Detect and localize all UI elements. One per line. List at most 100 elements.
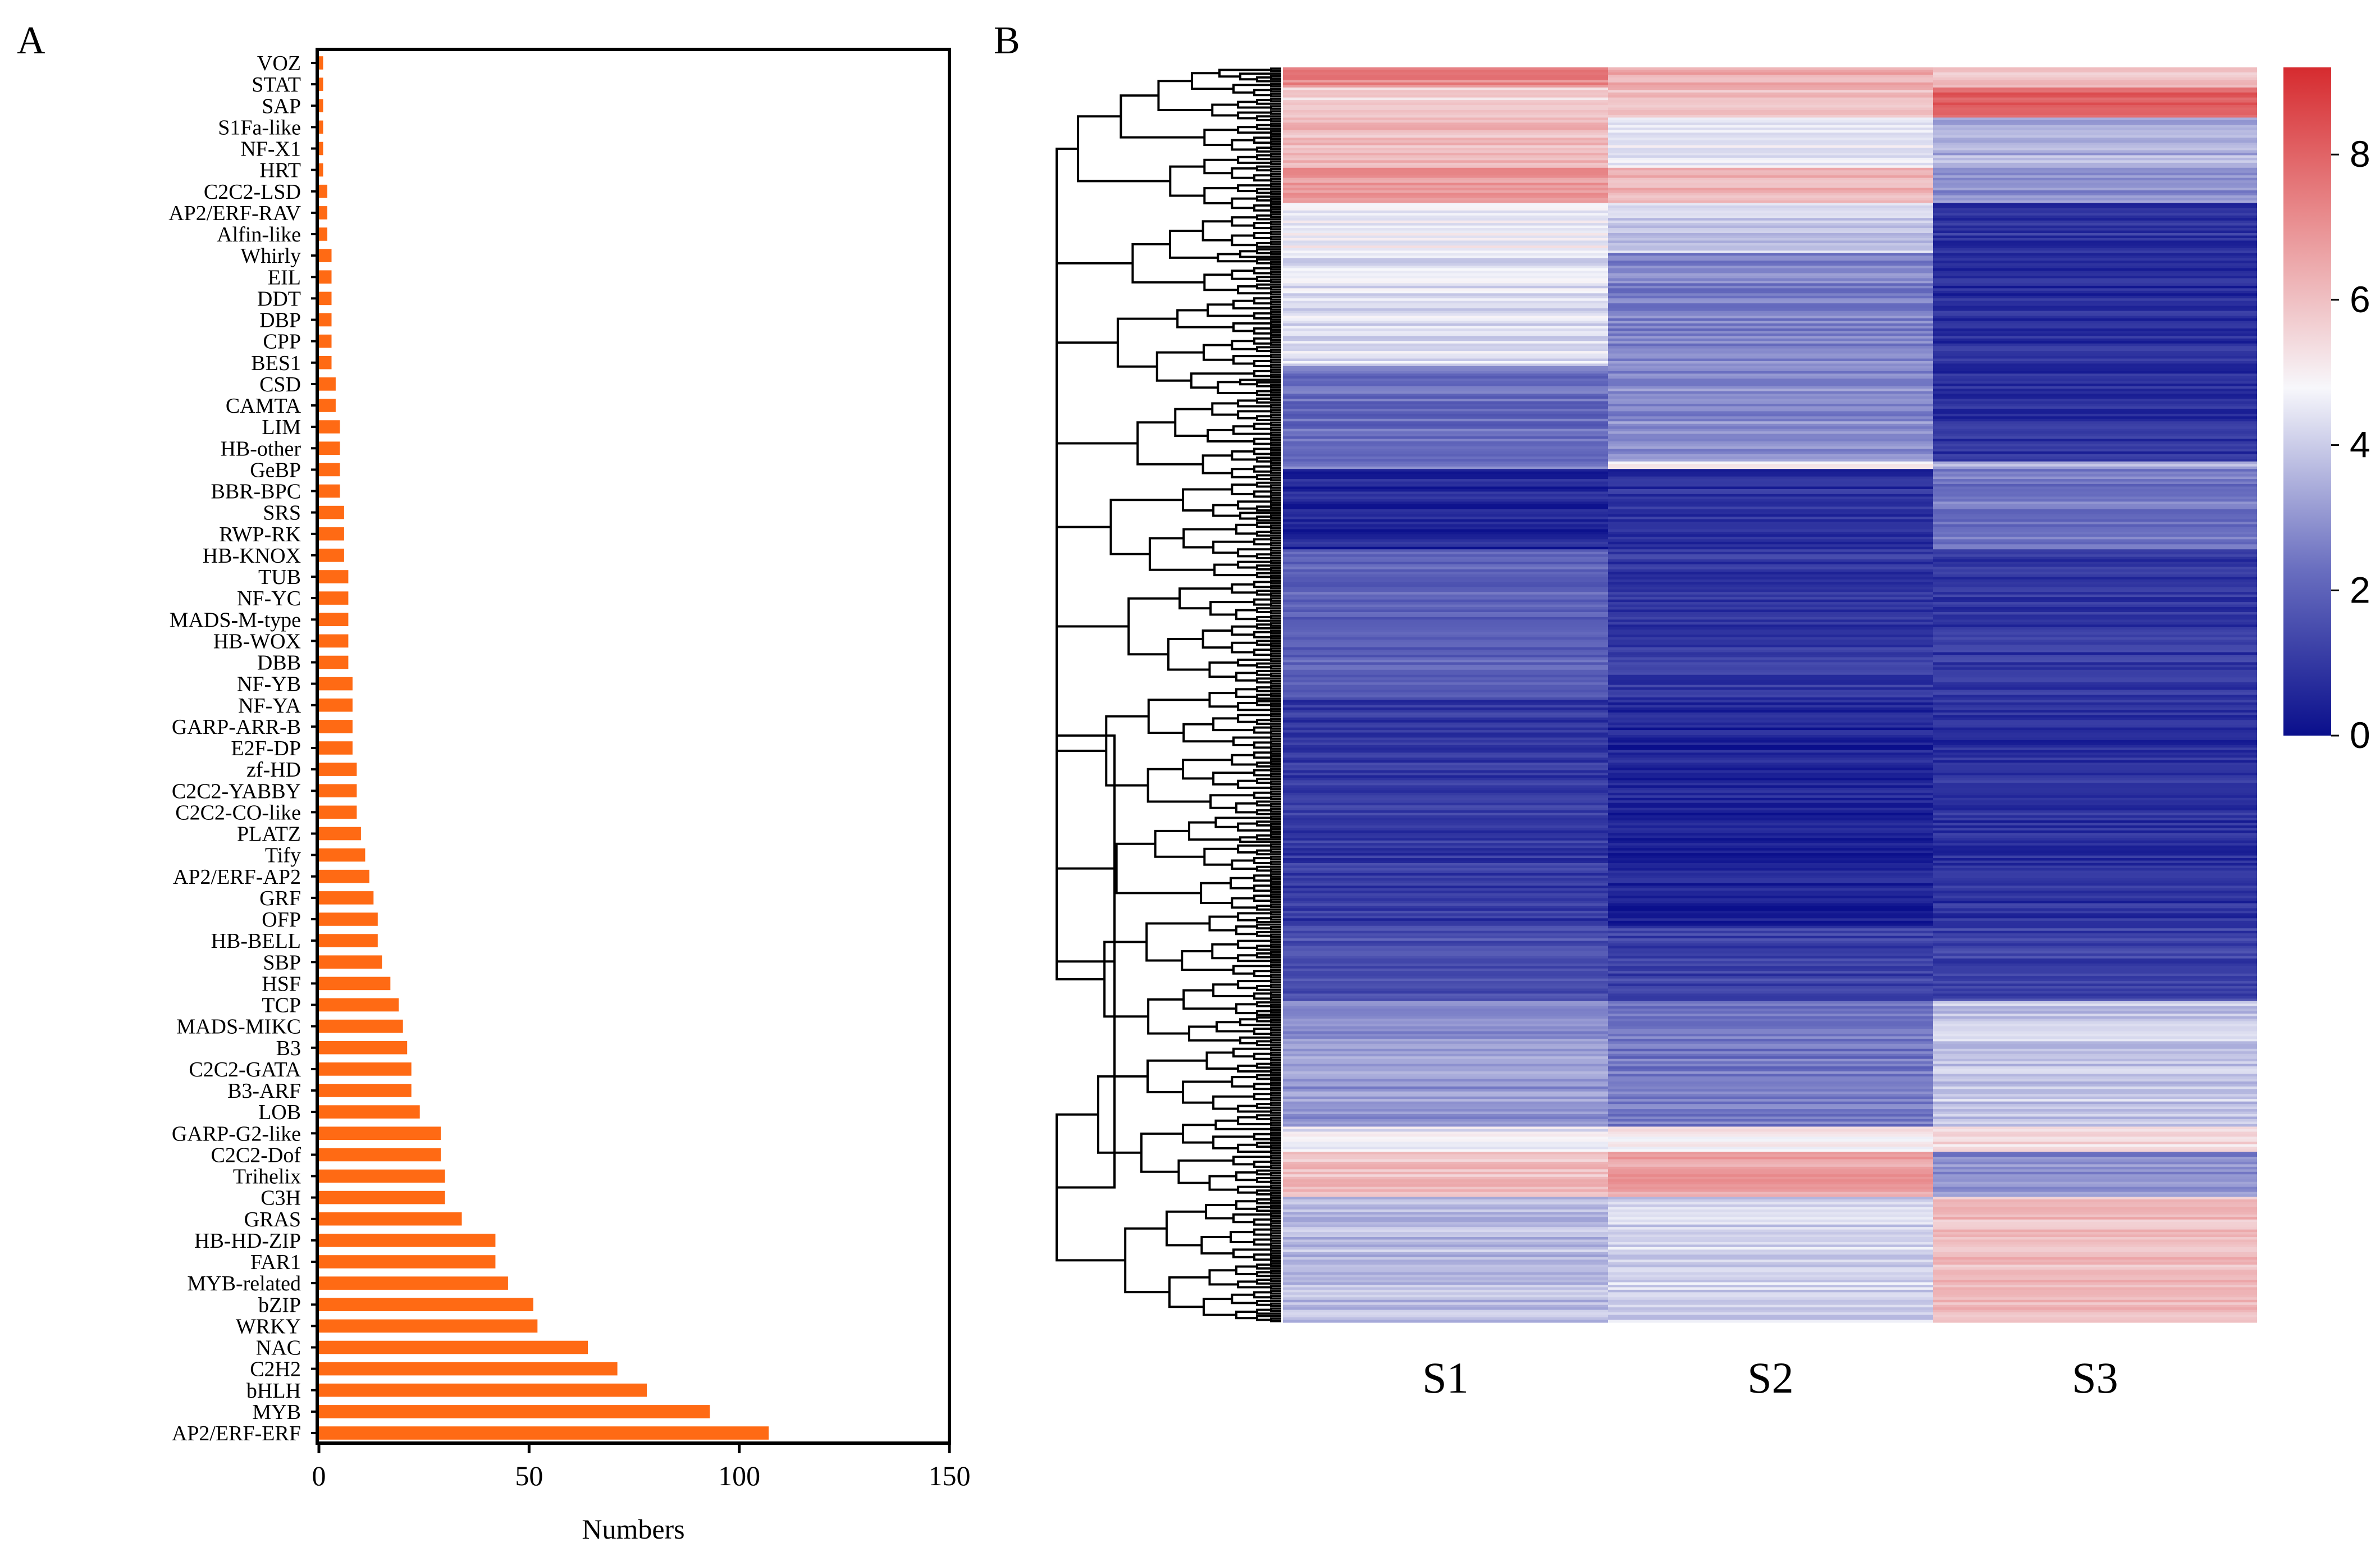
- heatmap-cell: [1608, 389, 1933, 392]
- heatmap-cell: [1933, 361, 2257, 364]
- heatmap-cell: [1608, 386, 1933, 389]
- dendrogram-link: [1253, 174, 1271, 182]
- heatmap-cell: [1608, 1009, 1933, 1012]
- heatmap-cell: [1283, 318, 1608, 322]
- heatmap-cell: [1283, 597, 1608, 600]
- dendrogram-link: [1270, 140, 1281, 145]
- heatmap-cell: [1608, 697, 1933, 701]
- heatmap-cell: [1283, 361, 1608, 364]
- heatmap-cell: [1608, 712, 1933, 715]
- heatmap-cell: [1608, 1069, 1933, 1072]
- heatmap-cell: [1933, 522, 2257, 525]
- heatmap-cell: [1283, 205, 1608, 208]
- heatmap-cell: [1608, 574, 1933, 578]
- heatmap-cell: [1283, 494, 1608, 497]
- heatmap-cell: [1283, 624, 1608, 628]
- heatmap-cell: [1608, 865, 1933, 869]
- heatmap-cell: [1283, 1137, 1608, 1140]
- heatmap-cell: [1283, 763, 1608, 766]
- heatmap-cell: [1283, 408, 1608, 412]
- dendrogram-link: [1235, 688, 1257, 698]
- dendrogram-link: [1270, 514, 1281, 519]
- heatmap-cell: [1283, 1247, 1608, 1250]
- heatmap-cell: [1608, 1292, 1933, 1295]
- heatmap-cell: [1283, 572, 1608, 575]
- heatmap-cell: [1608, 371, 1933, 374]
- heatmap-cell: [1933, 778, 2257, 781]
- category-label: C3H: [261, 1187, 301, 1210]
- heatmap-cell: [1608, 512, 1933, 515]
- heatmap-cell: [1283, 466, 1608, 469]
- heatmap-cell: [1933, 551, 2257, 555]
- heatmap-cell: [1283, 512, 1608, 515]
- heatmap-cell: [1933, 765, 2257, 768]
- dendrogram-link: [1237, 285, 1271, 295]
- heatmap-cell: [1283, 848, 1608, 851]
- heatmap-cell: [1608, 143, 1933, 146]
- heatmap-cell: [1283, 351, 1608, 354]
- heatmap-cell: [1283, 750, 1608, 753]
- heatmap-cell: [1608, 820, 1933, 824]
- heatmap-cell: [1608, 305, 1933, 309]
- heatmap-cell: [1933, 1003, 2257, 1007]
- heatmap-cell: [1933, 1056, 2257, 1060]
- heatmap-cell: [1283, 971, 1608, 974]
- heatmap-cell: [1283, 1192, 1608, 1195]
- heatmap-cell: [1933, 1257, 2257, 1260]
- dendrogram-link: [1212, 1095, 1254, 1110]
- heatmap-cell: [1283, 102, 1608, 106]
- heatmap-cell: [1608, 321, 1933, 324]
- dendrogram-link: [1270, 735, 1281, 740]
- dendrogram-link: [1270, 321, 1281, 326]
- heatmap-cell: [1608, 1006, 1933, 1009]
- heatmap-cell: [1933, 1217, 2257, 1220]
- x-tick-label: 150: [929, 1460, 971, 1491]
- heatmap-cell: [1933, 371, 2257, 374]
- dendrogram-link: [1255, 1177, 1271, 1183]
- heatmap-cell: [1608, 750, 1933, 753]
- dendrogram-link: [1255, 1206, 1271, 1212]
- heatmap-cell: [1608, 1294, 1933, 1298]
- heatmap-cell: [1608, 727, 1933, 731]
- dendrogram-link: [1255, 214, 1271, 221]
- heatmap-cell: [1608, 198, 1933, 201]
- category-label: WRKY: [236, 1315, 301, 1338]
- dendrogram-link: [1270, 1116, 1281, 1122]
- heatmap-cell: [1283, 1292, 1608, 1295]
- heatmap-cell: [1608, 356, 1933, 359]
- heatmap-cell: [1933, 253, 2257, 256]
- heatmap-cell: [1283, 765, 1608, 768]
- heatmap-cell: [1933, 707, 2257, 710]
- heatmap-cell: [1608, 635, 1933, 638]
- dendrogram-link: [1270, 938, 1281, 943]
- heatmap-cell: [1933, 896, 2257, 899]
- heatmap-cell: [1283, 640, 1608, 643]
- dendrogram-link: [1209, 601, 1254, 616]
- heatmap-cell: [1933, 509, 2257, 512]
- heatmap-cell: [1283, 710, 1608, 713]
- heatmap-cell: [1608, 702, 1933, 705]
- heatmap-cell: [1933, 740, 2257, 743]
- heatmap-cell: [1608, 148, 1933, 151]
- heatmap-cell: [1283, 1074, 1608, 1077]
- heatmap-cell: [1933, 599, 2257, 603]
- heatmap-cell: [1933, 966, 2257, 969]
- heatmap-cell: [1933, 351, 2257, 354]
- heatmap-cell: [1608, 559, 1933, 563]
- heatmap-cell: [1608, 1247, 1933, 1250]
- heatmap-cell: [1283, 223, 1608, 226]
- heatmap-cell: [1933, 582, 2257, 585]
- category-label: C2C2-Dof: [211, 1143, 302, 1167]
- heatmap-cell: [1933, 823, 2257, 826]
- heatmap-cell: [1608, 878, 1933, 881]
- heatmap-cell: [1608, 529, 1933, 532]
- heatmap-cell: [1608, 1109, 1933, 1112]
- heatmap-cell: [1608, 875, 1933, 879]
- heatmap-cell: [1283, 255, 1608, 259]
- heatmap-cell: [1283, 461, 1608, 464]
- heatmap-cell: [1933, 127, 2257, 131]
- heatmap-cell: [1933, 399, 2257, 402]
- heatmap-cell: [1608, 1289, 1933, 1293]
- heatmap-cell: [1933, 165, 2257, 168]
- heatmap-cell: [1933, 1174, 2257, 1178]
